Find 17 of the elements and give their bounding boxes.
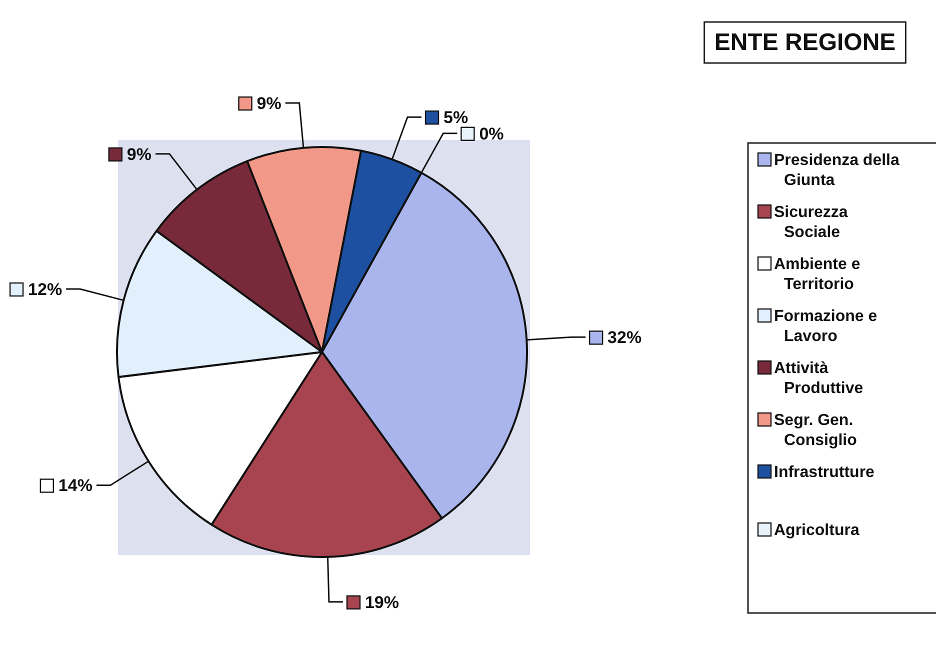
legend-label: Formazione e Lavoro	[774, 308, 878, 345]
legend-label: Attività Produttive	[774, 360, 864, 397]
data-label: 12%	[28, 280, 62, 299]
chart-title: ENTE REGIONE	[714, 29, 896, 56]
data-label: 9%	[256, 94, 282, 114]
data-label: 14%	[58, 476, 92, 496]
legend-label: Ambiente e Territorio	[774, 256, 860, 293]
data-label: 9%	[126, 144, 152, 164]
legend-label: Infrastrutture	[774, 464, 875, 481]
legend-label: Presidenza della Giunta	[774, 152, 900, 189]
data-label: 32%	[608, 328, 642, 348]
text: 0%	[479, 124, 504, 144]
data-label: 5%	[444, 108, 468, 128]
legend-label: Agricoltura	[774, 522, 860, 539]
legend-label: Sicurezza Sociale	[774, 204, 848, 241]
data-label: 19%	[364, 592, 400, 612]
legend-label: Segr. Gen. Consiglio	[774, 412, 858, 449]
